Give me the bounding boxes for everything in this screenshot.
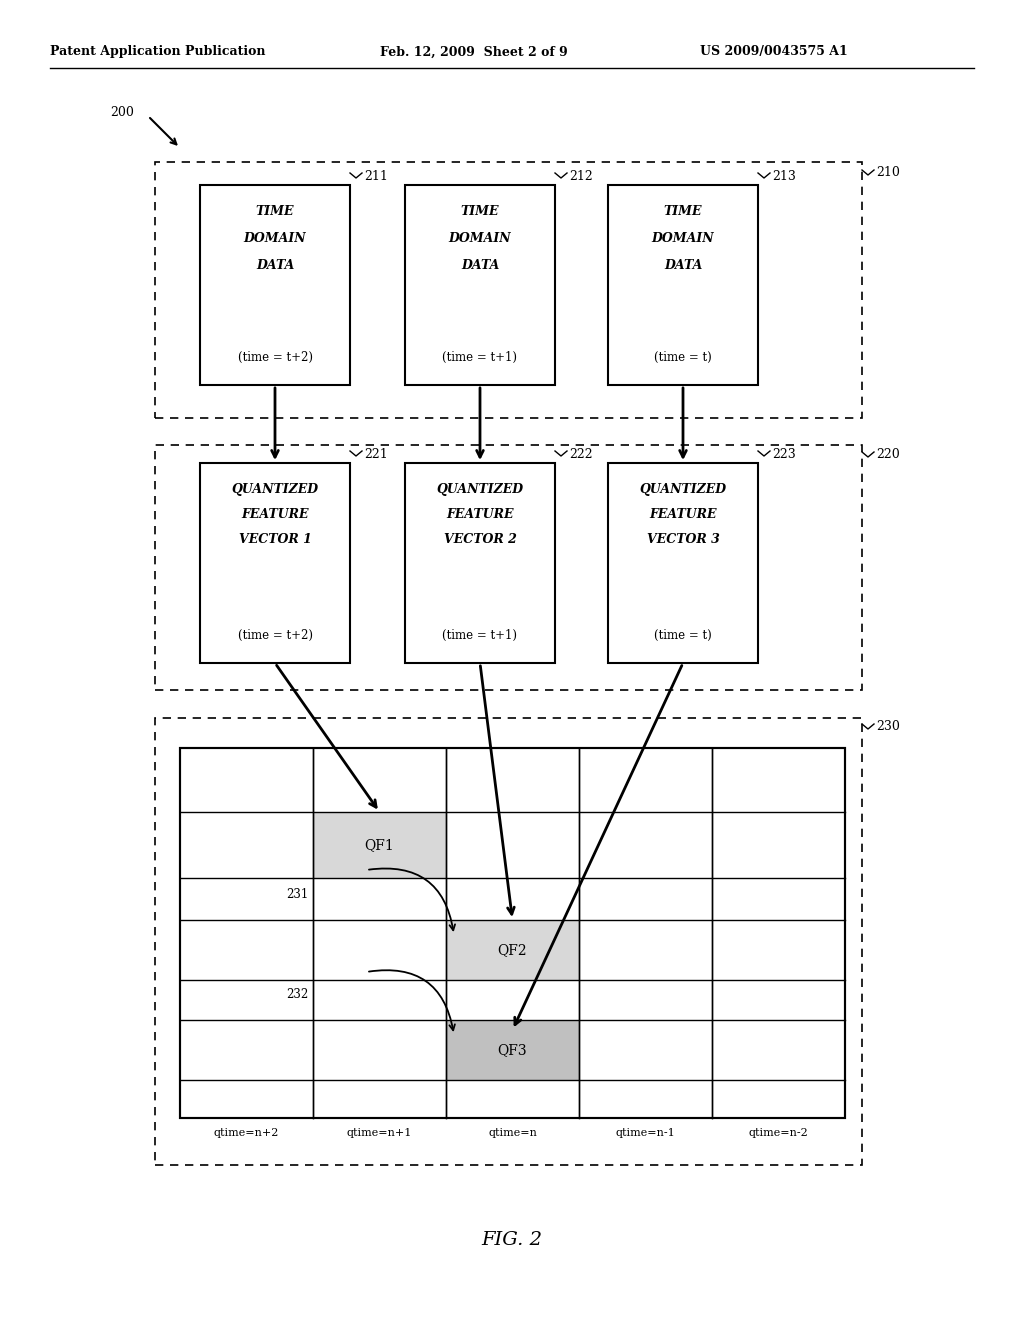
Text: QF1: QF1 <box>365 838 394 851</box>
Text: 230: 230 <box>876 721 900 734</box>
FancyBboxPatch shape <box>313 812 446 878</box>
Text: Patent Application Publication: Patent Application Publication <box>50 45 265 58</box>
FancyBboxPatch shape <box>200 463 350 663</box>
Text: 211: 211 <box>364 169 388 182</box>
FancyBboxPatch shape <box>406 185 555 385</box>
Text: (time = t+1): (time = t+1) <box>442 628 517 642</box>
FancyBboxPatch shape <box>406 463 555 663</box>
Text: QF3: QF3 <box>498 1043 527 1057</box>
Text: QF2: QF2 <box>498 942 527 957</box>
Text: FEATURE: FEATURE <box>446 508 514 521</box>
Text: qtime=n+1: qtime=n+1 <box>347 1129 413 1138</box>
Text: DOMAIN: DOMAIN <box>244 232 306 246</box>
Text: 223: 223 <box>772 447 796 461</box>
Text: Feb. 12, 2009  Sheet 2 of 9: Feb. 12, 2009 Sheet 2 of 9 <box>380 45 567 58</box>
FancyBboxPatch shape <box>200 185 350 385</box>
Text: DOMAIN: DOMAIN <box>449 232 511 246</box>
FancyBboxPatch shape <box>608 463 758 663</box>
FancyBboxPatch shape <box>180 748 845 1118</box>
Text: (time = t+2): (time = t+2) <box>238 351 312 363</box>
Text: qtime=n-2: qtime=n-2 <box>749 1129 808 1138</box>
FancyBboxPatch shape <box>446 920 579 979</box>
Text: US 2009/0043575 A1: US 2009/0043575 A1 <box>700 45 848 58</box>
Text: 231: 231 <box>286 887 308 900</box>
Text: FIG. 2: FIG. 2 <box>481 1232 543 1249</box>
Text: DATA: DATA <box>461 259 499 272</box>
Text: DATA: DATA <box>664 259 702 272</box>
Text: TIME: TIME <box>461 205 500 218</box>
Text: 221: 221 <box>364 447 388 461</box>
Text: 200: 200 <box>110 106 134 119</box>
Text: TIME: TIME <box>256 205 294 218</box>
Text: (time = t+1): (time = t+1) <box>442 351 517 363</box>
Text: VECTOR 1: VECTOR 1 <box>239 533 311 546</box>
Text: (time = t): (time = t) <box>654 351 712 363</box>
Text: 232: 232 <box>286 989 308 1002</box>
Text: VECTOR 2: VECTOR 2 <box>443 533 516 546</box>
Text: FEATURE: FEATURE <box>649 508 717 521</box>
Text: DOMAIN: DOMAIN <box>651 232 715 246</box>
FancyBboxPatch shape <box>446 1020 579 1080</box>
Text: QUANTIZED: QUANTIZED <box>231 483 318 496</box>
Text: QUANTIZED: QUANTIZED <box>436 483 523 496</box>
Text: TIME: TIME <box>664 205 702 218</box>
Text: 222: 222 <box>569 447 593 461</box>
Text: FEATURE: FEATURE <box>242 508 309 521</box>
Text: (time = t): (time = t) <box>654 628 712 642</box>
Text: 212: 212 <box>569 169 593 182</box>
Text: QUANTIZED: QUANTIZED <box>639 483 727 496</box>
Text: 210: 210 <box>876 166 900 180</box>
Text: 213: 213 <box>772 169 796 182</box>
Text: DATA: DATA <box>256 259 294 272</box>
Text: qtime=n-1: qtime=n-1 <box>615 1129 676 1138</box>
Text: VECTOR 3: VECTOR 3 <box>646 533 720 546</box>
FancyBboxPatch shape <box>608 185 758 385</box>
Text: qtime=n+2: qtime=n+2 <box>214 1129 280 1138</box>
Text: 220: 220 <box>876 449 900 462</box>
Text: (time = t+2): (time = t+2) <box>238 628 312 642</box>
Text: qtime=n: qtime=n <box>488 1129 537 1138</box>
